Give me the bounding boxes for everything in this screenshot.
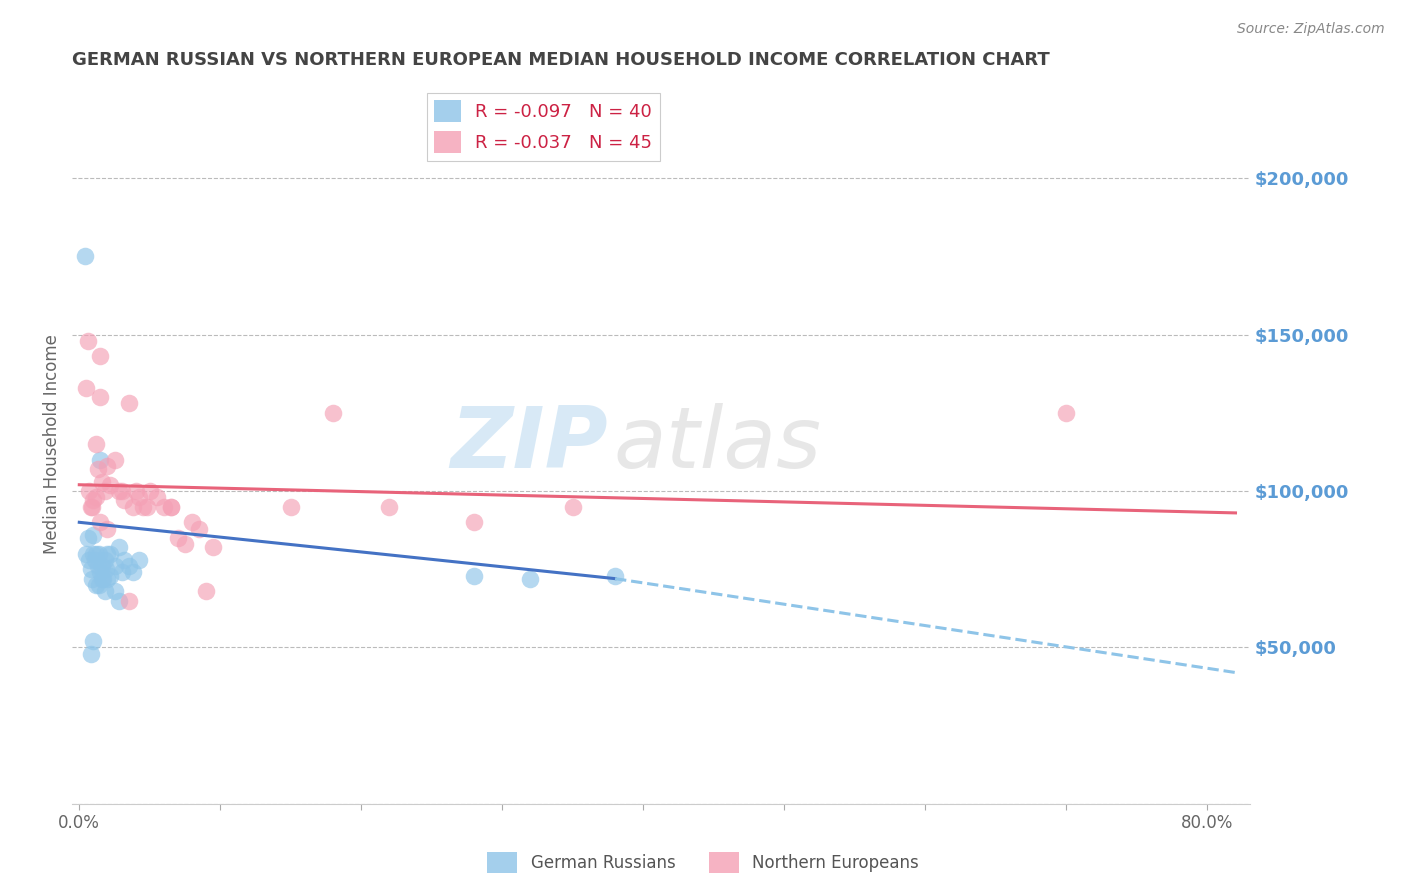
- Point: [112, 493, 135, 508]
- Point: [75, 381, 97, 395]
- Point: [117, 593, 139, 607]
- Point: [117, 396, 139, 410]
- Point: [519, 572, 541, 586]
- Point: [76, 531, 98, 545]
- Point: [89, 452, 111, 467]
- Point: [84, 437, 107, 451]
- Point: [107, 541, 129, 555]
- Point: [87, 547, 110, 561]
- Point: [94, 562, 117, 576]
- Point: [75, 547, 97, 561]
- Point: [98, 547, 121, 561]
- Point: [82, 547, 104, 561]
- Point: [89, 390, 111, 404]
- Point: [90, 572, 112, 586]
- Point: [82, 634, 104, 648]
- Point: [98, 477, 121, 491]
- Point: [84, 490, 107, 504]
- Point: [86, 462, 108, 476]
- Point: [103, 584, 125, 599]
- Point: [96, 572, 118, 586]
- Legend: German Russians, Northern Europeans: German Russians, Northern Europeans: [481, 846, 925, 880]
- Point: [90, 475, 112, 489]
- Point: [87, 578, 110, 592]
- Point: [146, 490, 169, 504]
- Point: [202, 541, 225, 555]
- Point: [103, 559, 125, 574]
- Point: [107, 593, 129, 607]
- Point: [79, 500, 101, 514]
- Point: [160, 500, 183, 514]
- Point: [128, 553, 150, 567]
- Point: [79, 562, 101, 576]
- Point: [84, 547, 107, 561]
- Point: [174, 537, 197, 551]
- Point: [139, 483, 162, 498]
- Point: [73, 249, 96, 263]
- Point: [77, 483, 100, 498]
- Point: [110, 566, 132, 580]
- Point: [125, 483, 148, 498]
- Point: [132, 500, 155, 514]
- Point: [136, 500, 159, 514]
- Point: [84, 578, 107, 592]
- Point: [80, 500, 103, 514]
- Point: [89, 516, 111, 530]
- Point: [82, 493, 104, 508]
- Point: [93, 553, 115, 567]
- Point: [83, 553, 105, 567]
- Point: [160, 500, 183, 514]
- Point: [82, 528, 104, 542]
- Point: [378, 500, 401, 514]
- Text: atlas: atlas: [614, 402, 823, 485]
- Point: [76, 334, 98, 348]
- Point: [1054, 406, 1077, 420]
- Y-axis label: Median Household Income: Median Household Income: [44, 334, 60, 554]
- Point: [89, 350, 111, 364]
- Point: [322, 406, 344, 420]
- Text: ZIP: ZIP: [450, 402, 607, 485]
- Point: [89, 566, 111, 580]
- Point: [188, 522, 211, 536]
- Point: [86, 559, 108, 574]
- Point: [98, 568, 121, 582]
- Point: [79, 647, 101, 661]
- Point: [280, 500, 302, 514]
- Point: [181, 516, 204, 530]
- Point: [121, 500, 143, 514]
- Point: [463, 516, 485, 530]
- Text: GERMAN RUSSIAN VS NORTHERN EUROPEAN MEDIAN HOUSEHOLD INCOME CORRELATION CHART: GERMAN RUSSIAN VS NORTHERN EUROPEAN MEDI…: [72, 51, 1050, 69]
- Point: [128, 490, 150, 504]
- Point: [96, 522, 118, 536]
- Point: [96, 458, 118, 473]
- Point: [93, 483, 115, 498]
- Point: [561, 500, 583, 514]
- Point: [77, 553, 100, 567]
- Legend: R = -0.097   N = 40, R = -0.037   N = 45: R = -0.097 N = 40, R = -0.037 N = 45: [426, 93, 659, 161]
- Point: [107, 483, 129, 498]
- Point: [112, 553, 135, 567]
- Point: [110, 483, 132, 498]
- Point: [103, 452, 125, 467]
- Point: [90, 559, 112, 574]
- Point: [80, 572, 103, 586]
- Point: [121, 566, 143, 580]
- Point: [96, 547, 118, 561]
- Point: [195, 584, 218, 599]
- Point: [117, 559, 139, 574]
- Point: [93, 584, 115, 599]
- Point: [153, 500, 176, 514]
- Point: [463, 568, 485, 582]
- Point: [167, 531, 190, 545]
- Point: [603, 568, 626, 582]
- Text: Source: ZipAtlas.com: Source: ZipAtlas.com: [1237, 22, 1385, 37]
- Point: [91, 572, 114, 586]
